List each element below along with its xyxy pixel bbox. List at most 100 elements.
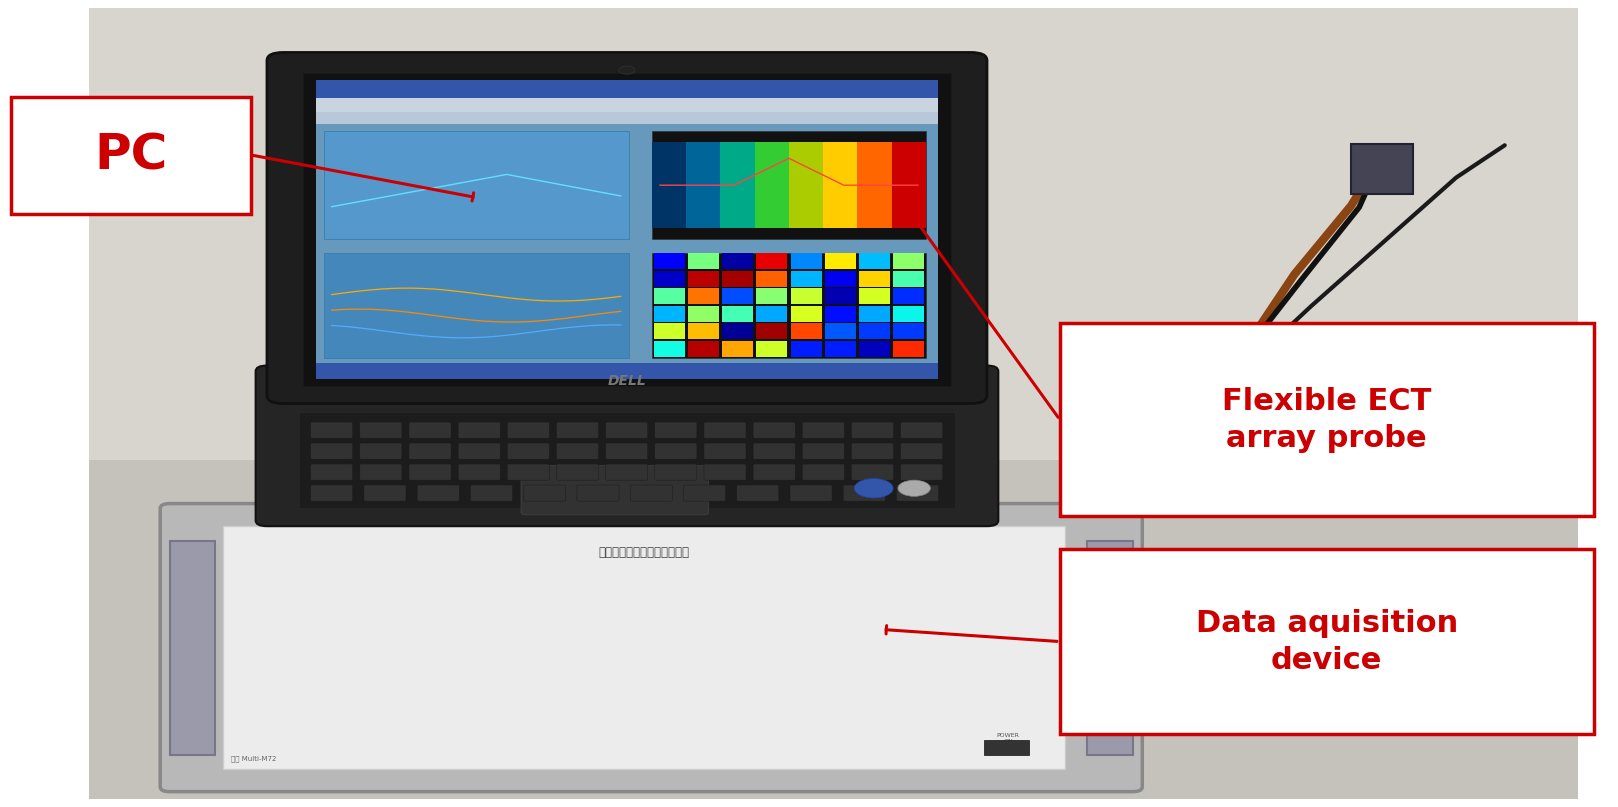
FancyBboxPatch shape [655,422,697,438]
FancyBboxPatch shape [803,422,845,438]
FancyBboxPatch shape [557,443,599,459]
FancyBboxPatch shape [508,422,550,438]
FancyBboxPatch shape [359,422,401,438]
FancyBboxPatch shape [471,485,513,501]
FancyBboxPatch shape [557,464,599,480]
FancyBboxPatch shape [417,485,460,501]
Bar [686,142,720,228]
FancyBboxPatch shape [311,422,353,438]
Bar [893,253,924,270]
Bar [316,80,938,379]
Bar [1084,412,1302,500]
FancyBboxPatch shape [458,422,500,438]
Bar [722,341,752,357]
Bar [825,324,856,339]
Bar [720,142,754,228]
Bar [11,97,251,214]
Bar [754,142,790,228]
FancyBboxPatch shape [683,485,725,501]
Bar [825,271,856,286]
Text: Data aquisition
device: Data aquisition device [1196,608,1458,675]
FancyBboxPatch shape [160,504,1142,792]
FancyBboxPatch shape [704,422,746,438]
Bar [652,253,925,358]
Bar [756,341,788,357]
FancyBboxPatch shape [901,464,943,480]
FancyBboxPatch shape [364,485,406,501]
Bar [654,253,684,270]
Bar [654,271,684,286]
Bar [756,324,788,339]
FancyBboxPatch shape [605,422,647,438]
FancyBboxPatch shape [843,485,885,501]
Bar [859,306,890,322]
Bar [1060,323,1594,516]
FancyBboxPatch shape [790,485,832,501]
Bar [859,324,890,339]
Bar [893,306,924,322]
FancyBboxPatch shape [752,443,794,459]
Bar [791,271,822,286]
Bar [316,98,938,112]
FancyBboxPatch shape [311,464,353,480]
Bar [756,288,788,304]
FancyBboxPatch shape [851,464,893,480]
Text: 型式 Multi-M72: 型式 Multi-M72 [231,755,277,762]
Bar [299,412,955,508]
Bar [859,341,890,357]
Bar [688,306,718,322]
FancyBboxPatch shape [267,52,987,404]
Bar [688,341,718,357]
FancyBboxPatch shape [655,464,697,480]
FancyBboxPatch shape [752,464,794,480]
FancyBboxPatch shape [311,485,353,501]
FancyBboxPatch shape [359,443,401,459]
Bar [825,306,856,322]
FancyBboxPatch shape [752,422,794,438]
Bar [688,288,718,304]
FancyBboxPatch shape [521,466,709,515]
Bar [984,740,1029,755]
Bar [825,253,856,270]
FancyBboxPatch shape [605,443,647,459]
Bar [825,341,856,357]
Bar [791,288,822,304]
Bar [824,142,858,228]
Bar [654,288,684,304]
Bar [893,324,924,339]
Bar [790,142,824,228]
Bar [791,341,822,357]
FancyBboxPatch shape [256,366,998,526]
Bar [1060,549,1594,734]
Bar [893,341,924,357]
FancyBboxPatch shape [629,485,673,501]
Text: マルチセンサー渦電流探傷器: マルチセンサー渦電流探傷器 [599,546,689,559]
FancyBboxPatch shape [901,443,943,459]
FancyBboxPatch shape [803,464,845,480]
FancyBboxPatch shape [851,422,893,438]
Bar [654,324,684,339]
FancyBboxPatch shape [557,422,599,438]
FancyBboxPatch shape [508,464,550,480]
Bar [791,253,822,270]
Bar [316,363,938,379]
FancyBboxPatch shape [508,443,550,459]
Bar [1351,144,1413,194]
FancyBboxPatch shape [901,422,943,438]
Bar [859,271,890,286]
FancyBboxPatch shape [409,443,451,459]
Bar [654,306,684,322]
Bar [859,288,890,304]
Bar [722,288,752,304]
Bar [722,324,752,339]
Bar [324,132,629,239]
FancyBboxPatch shape [896,485,938,501]
FancyBboxPatch shape [655,443,697,459]
Bar [1087,541,1133,755]
Bar [722,253,752,270]
Bar [688,324,718,339]
Bar [825,288,856,304]
Bar [892,142,925,228]
FancyBboxPatch shape [311,443,353,459]
FancyBboxPatch shape [704,443,746,459]
